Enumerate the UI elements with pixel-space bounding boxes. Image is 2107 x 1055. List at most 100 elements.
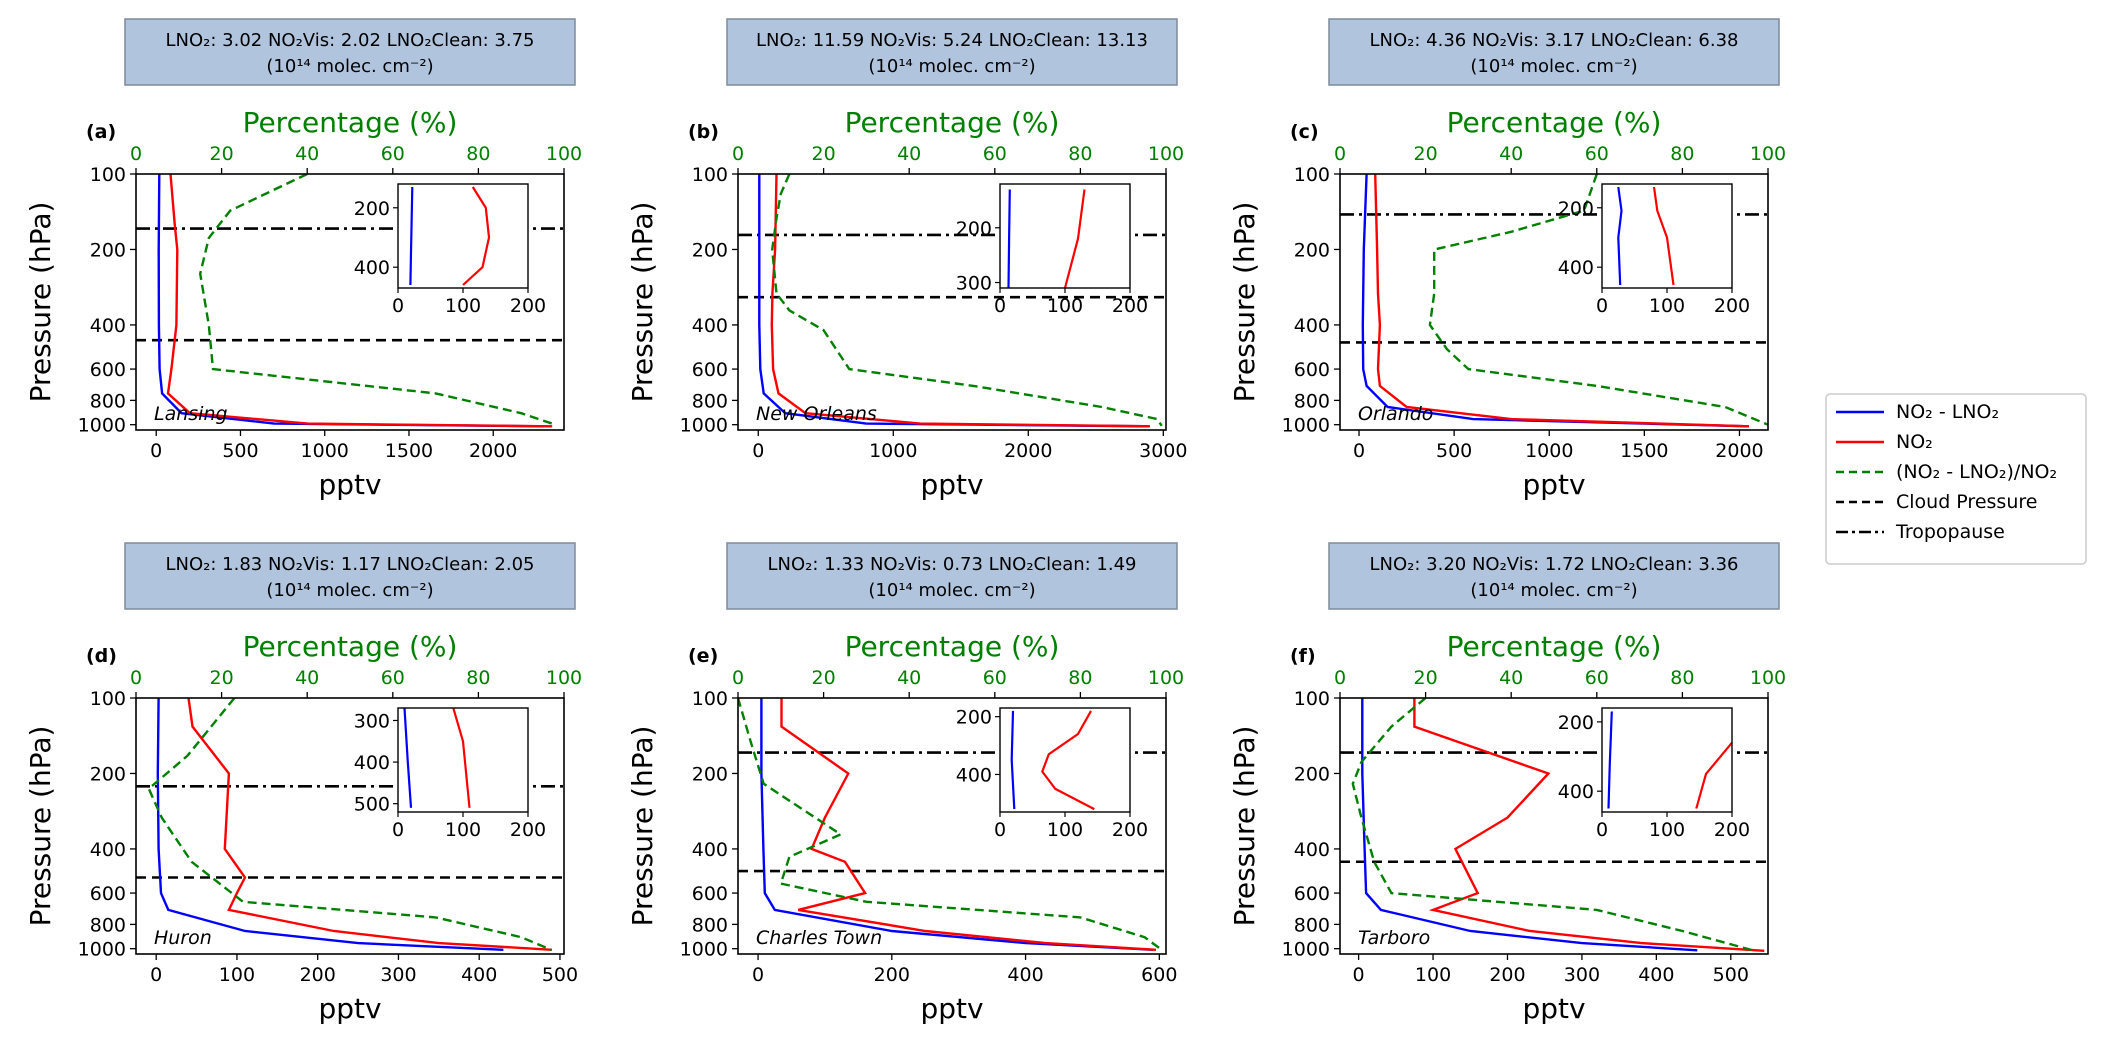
- x-tick-label: 0: [150, 964, 162, 986]
- y-tick-label: 600: [90, 883, 126, 905]
- series-red-line: [1374, 174, 1750, 428]
- x-tick-label: 0: [752, 964, 764, 986]
- y-tick-label: 1000: [680, 415, 728, 437]
- top-axis-label: Percentage (%): [1447, 630, 1662, 663]
- inset-x-tick-label: 0: [994, 819, 1006, 841]
- inset-background: [398, 708, 528, 812]
- top-tick-label: 100: [1148, 667, 1184, 689]
- y-tick-label: 600: [1294, 883, 1330, 905]
- inset-x-tick-label: 200: [1112, 295, 1148, 317]
- inset-x-tick-label: 200: [510, 819, 546, 841]
- top-tick-label: 40: [897, 667, 921, 689]
- inset-x-tick-label: 0: [392, 295, 404, 317]
- top-tick-label: 80: [1670, 143, 1694, 165]
- top-axis-label: Percentage (%): [845, 106, 1060, 139]
- x-tick-label: 2000: [469, 440, 517, 462]
- x-tick-label: 600: [1141, 964, 1177, 986]
- x-tick-label: 1000: [1525, 440, 1573, 462]
- top-tick-label: 40: [295, 667, 319, 689]
- inset: 0 100 200 200 300: [956, 183, 1148, 317]
- location-label: Lansing: [154, 403, 228, 425]
- plot-frame: [737, 697, 1167, 955]
- x-tick-label: 200: [1489, 964, 1525, 986]
- inset-y-tick-label: 300: [354, 710, 390, 732]
- inset-red-line: [452, 708, 471, 808]
- y-tick-label: 400: [692, 315, 728, 337]
- x-axis-label: pptv: [1522, 468, 1585, 501]
- inset-y-tick-label: 200: [354, 198, 390, 220]
- top-tick-label: 20: [1414, 143, 1438, 165]
- y-tick-label: 200: [1294, 239, 1330, 261]
- y-tick-label: 200: [692, 763, 728, 785]
- info-box: [124, 542, 576, 610]
- x-tick-label: 2000: [1004, 440, 1052, 462]
- x-tick-label: 1000: [869, 440, 917, 462]
- info-box-line2: (10¹⁴ molec. cm⁻²): [1470, 56, 1637, 77]
- y-tick-label: 200: [1294, 763, 1330, 785]
- y-tick-label: 800: [90, 390, 126, 412]
- top-tick-label: 40: [1499, 667, 1523, 689]
- info-box: [124, 18, 576, 86]
- info-box-line1: LNO₂: 3.20 NO₂Vis: 1.72 LNO₂Clean: 3.36: [1369, 554, 1738, 575]
- y-tick-label: 400: [1294, 839, 1330, 861]
- series-green-line: [1351, 698, 1752, 951]
- y-tick-label: 800: [692, 390, 728, 412]
- top-tick-label: 0: [130, 667, 142, 689]
- inset-x-tick-label: 200: [1714, 295, 1750, 317]
- x-tick-label: 3000: [1139, 440, 1187, 462]
- info-box-line2: (10¹⁴ molec. cm⁻²): [266, 56, 433, 77]
- top-tick-label: 0: [1334, 143, 1346, 165]
- top-tick-label: 60: [1585, 143, 1609, 165]
- x-axis-label: pptv: [318, 992, 381, 1025]
- y-tick-label: 800: [1294, 390, 1330, 412]
- panel-label: (f): [1290, 645, 1316, 667]
- top-tick-label: 40: [897, 143, 921, 165]
- y-axis-label: Pressure (hPa): [626, 726, 659, 927]
- info-box-line2: (10¹⁴ molec. cm⁻²): [868, 580, 1035, 601]
- inset-y-tick-label: 200: [956, 218, 992, 240]
- top-axis-label: Percentage (%): [243, 106, 458, 139]
- inset-x-tick-label: 100: [445, 295, 481, 317]
- legend: NO₂ - LNO₂ NO₂ (NO₂ - LNO₂)/NO₂ Cloud Press…: [1825, 393, 2087, 565]
- inset: 0 100 200 200 400: [956, 707, 1148, 841]
- x-tick-label: 200: [300, 964, 336, 986]
- panel-c: LNO₂: 4.36 NO₂Vis: 3.17 LNO₂Clean: 6.38 (…: [1228, 18, 1786, 501]
- x-tick-label: 500: [1713, 964, 1749, 986]
- inset-x-tick-label: 100: [1047, 819, 1083, 841]
- inset-y-tick-label: 400: [1558, 781, 1594, 803]
- inset-x-tick-label: 100: [1649, 819, 1685, 841]
- inset-y-tick-label: 400: [956, 764, 992, 786]
- top-tick-label: 80: [466, 667, 490, 689]
- top-tick-label: 0: [130, 143, 142, 165]
- series-blue-line: [157, 174, 544, 428]
- x-tick-label: 400: [461, 964, 497, 986]
- inset-x-tick-label: 0: [994, 295, 1006, 317]
- panel-d: LNO₂: 1.83 NO₂Vis: 1.17 LNO₂Clean: 2.05 (…: [24, 542, 582, 1025]
- top-tick-label: 60: [381, 143, 405, 165]
- inset-x-tick-label: 100: [445, 819, 481, 841]
- panel-b: LNO₂: 11.59 NO₂Vis: 5.24 LNO₂Clean: 13.1…: [626, 18, 1187, 501]
- legend-label: NO₂: [1896, 431, 1933, 453]
- series-red-line: [187, 698, 552, 951]
- y-axis-label: Pressure (hPa): [1228, 726, 1261, 927]
- inset-y-tick-label: 200: [1558, 712, 1594, 734]
- legend-box: [1825, 393, 2087, 565]
- x-tick-label: 300: [1564, 964, 1600, 986]
- top-tick-label: 0: [1334, 667, 1346, 689]
- panel-label: (e): [688, 645, 718, 667]
- x-tick-label: 0: [150, 440, 162, 462]
- panel-label: (d): [86, 645, 117, 667]
- info-box-line1: LNO₂: 4.36 NO₂Vis: 3.17 LNO₂Clean: 6.38: [1369, 30, 1738, 51]
- plot-frame: [737, 173, 1167, 431]
- info-box-line1: LNO₂: 1.83 NO₂Vis: 1.17 LNO₂Clean: 2.05: [165, 554, 534, 575]
- info-box-line1: LNO₂: 1.33 NO₂Vis: 0.73 LNO₂Clean: 1.49: [767, 554, 1136, 575]
- info-box-line1: LNO₂: 3.02 NO₂Vis: 2.02 LNO₂Clean: 3.75: [165, 30, 534, 51]
- top-tick-label: 60: [983, 667, 1007, 689]
- series-red-line: [166, 174, 553, 428]
- x-tick-label: 0: [1353, 440, 1365, 462]
- plot-frame: [1339, 173, 1769, 431]
- y-tick-label: 200: [90, 763, 126, 785]
- series-green-line: [147, 698, 552, 951]
- panel-label: (b): [688, 121, 719, 143]
- y-tick-label: 600: [1294, 359, 1330, 381]
